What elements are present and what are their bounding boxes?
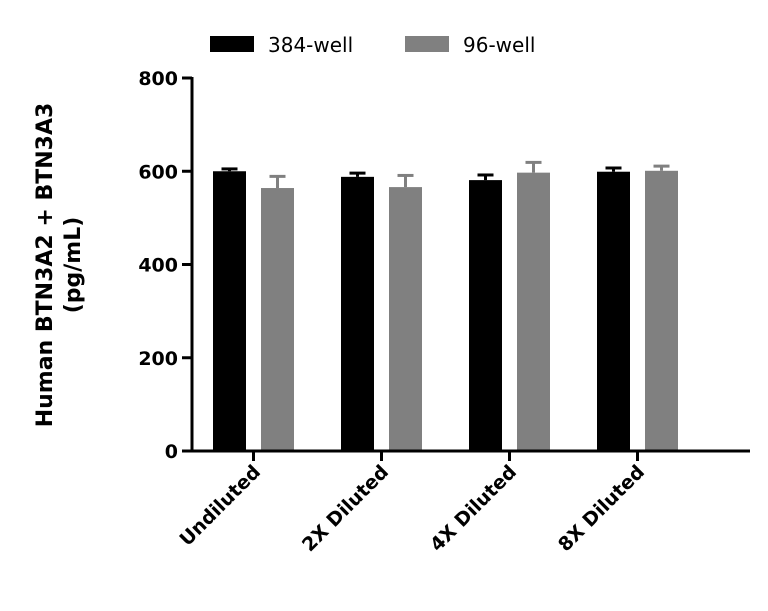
x-axis: Undiluted 2X Diluted 4X Diluted 8X Diluted	[175, 449, 750, 556]
bar-96-well	[517, 172, 550, 451]
bar-384-well	[341, 176, 374, 451]
bar-96-well	[261, 188, 294, 451]
bar-96-well	[645, 170, 678, 451]
bar-96-well	[389, 187, 422, 452]
legend-label: 384-well	[268, 33, 353, 57]
y-tick-label: 600	[138, 161, 178, 183]
x-tick-label: 4X Diluted	[426, 461, 521, 556]
x-tick-label: Undiluted	[175, 461, 265, 551]
legend-swatch	[210, 36, 254, 52]
bar-384-well	[469, 180, 502, 451]
bar-384-well	[597, 171, 630, 451]
y-tick-label: 0	[165, 441, 178, 463]
bar-384-well	[213, 171, 246, 451]
y-tick-label: 200	[138, 348, 178, 370]
y-tick-label: 400	[138, 255, 178, 277]
legend-swatch	[405, 36, 449, 52]
y-axis-label-line1: Human BTN3A2 + BTN3A3	[33, 103, 58, 428]
legend: 384-well 96-well	[210, 33, 535, 57]
x-tick-label: 8X Diluted	[554, 461, 649, 556]
y-axis: 0 200 400 600 800	[138, 68, 194, 463]
x-tick-label: 2X Diluted	[298, 461, 393, 556]
bars	[213, 160, 678, 452]
y-tick-label: 800	[138, 68, 178, 90]
y-axis-label-line2: (pg/mL)	[61, 217, 86, 314]
legend-label: 96-well	[463, 33, 535, 57]
